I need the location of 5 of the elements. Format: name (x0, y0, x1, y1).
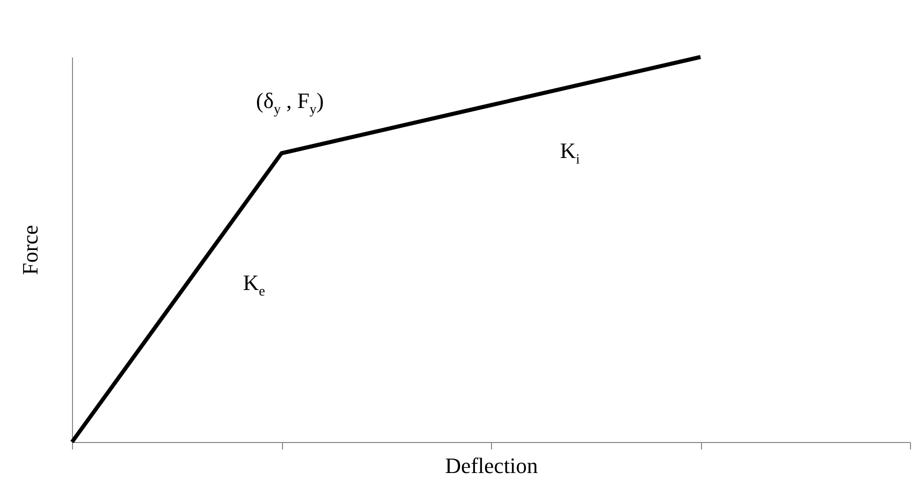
annotation: K$_{i}$ (560, 138, 580, 168)
annotation: (δ$_{y}$ , F$_{y}$) (256, 88, 324, 118)
annotation: K$_{e}$ (243, 270, 266, 300)
y-axis-title: Force (18, 224, 42, 276)
x-axis-title: Deflection (445, 453, 538, 478)
